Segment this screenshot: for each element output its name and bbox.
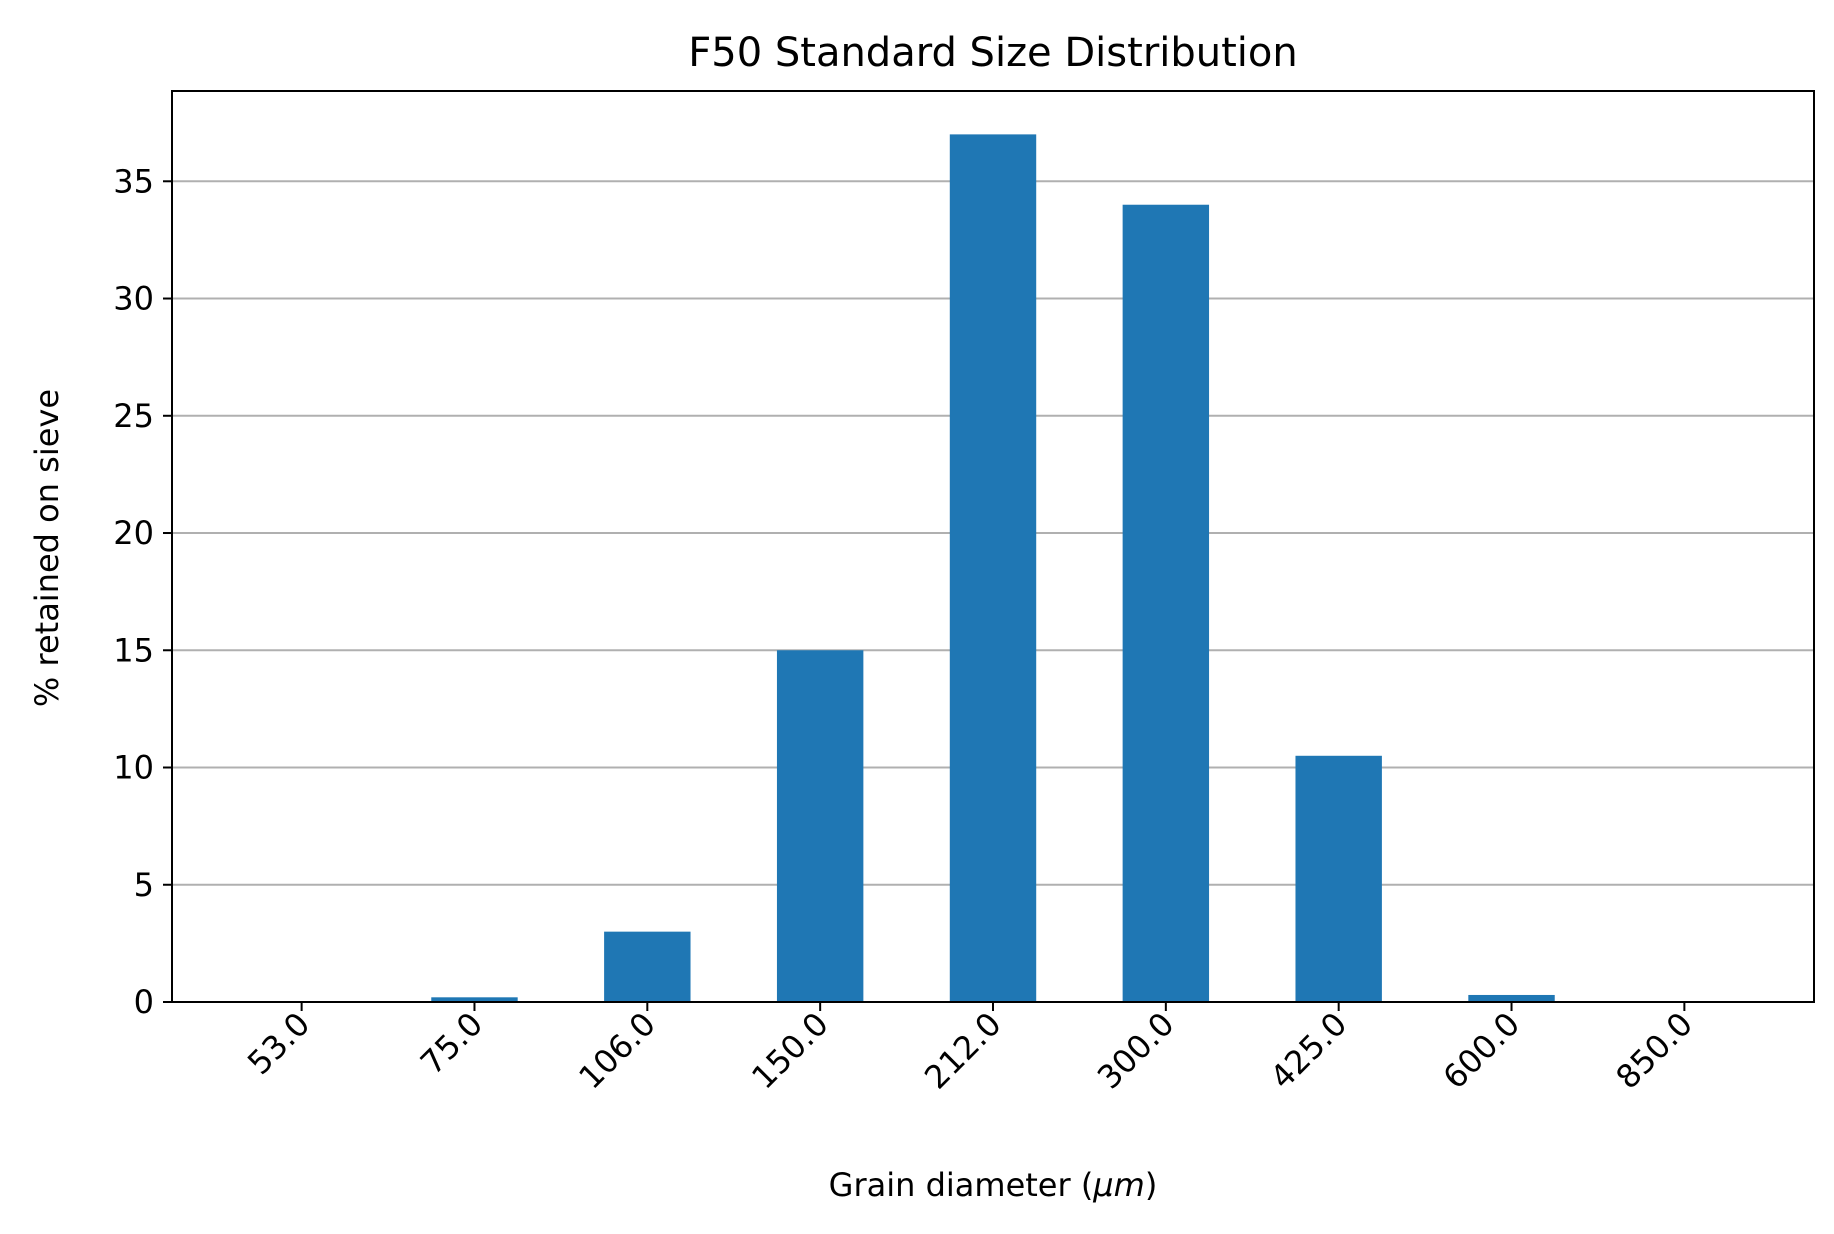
bar-300.0: [1122, 204, 1210, 1002]
y-tick-label: 5: [134, 866, 154, 904]
x-axis-label-suffix: ): [1145, 1166, 1157, 1204]
bar-series: [431, 134, 1555, 1002]
y-tick-label: 35: [113, 162, 154, 200]
bar-600.0: [1468, 994, 1555, 1002]
y-axis-ticks: 0 5 10 15 20 25 30 35: [113, 162, 172, 1021]
chart-title: F50 Standard Size Distribution: [688, 30, 1298, 76]
y-tick-label: 15: [113, 631, 154, 669]
x-axis-label-prefix: Grain diameter (: [829, 1166, 1094, 1204]
x-axis-label: Grain diameter (μm): [829, 1166, 1158, 1204]
y-tick-label: 0: [134, 983, 154, 1021]
bar-106.0: [604, 931, 691, 1002]
bar-75.0: [431, 997, 518, 1002]
y-tick-label: 20: [113, 514, 154, 552]
y-tick-label: 10: [113, 749, 154, 787]
y-tick-label: 25: [113, 397, 154, 435]
bar-425.0: [1295, 755, 1382, 1002]
y-tick-label: 30: [113, 280, 154, 318]
bar-150.0: [776, 650, 864, 1002]
bar-212.0: [949, 134, 1037, 1002]
x-axis-label-unit: μm: [1092, 1166, 1145, 1204]
y-axis-label: % retained on sieve: [28, 389, 66, 707]
